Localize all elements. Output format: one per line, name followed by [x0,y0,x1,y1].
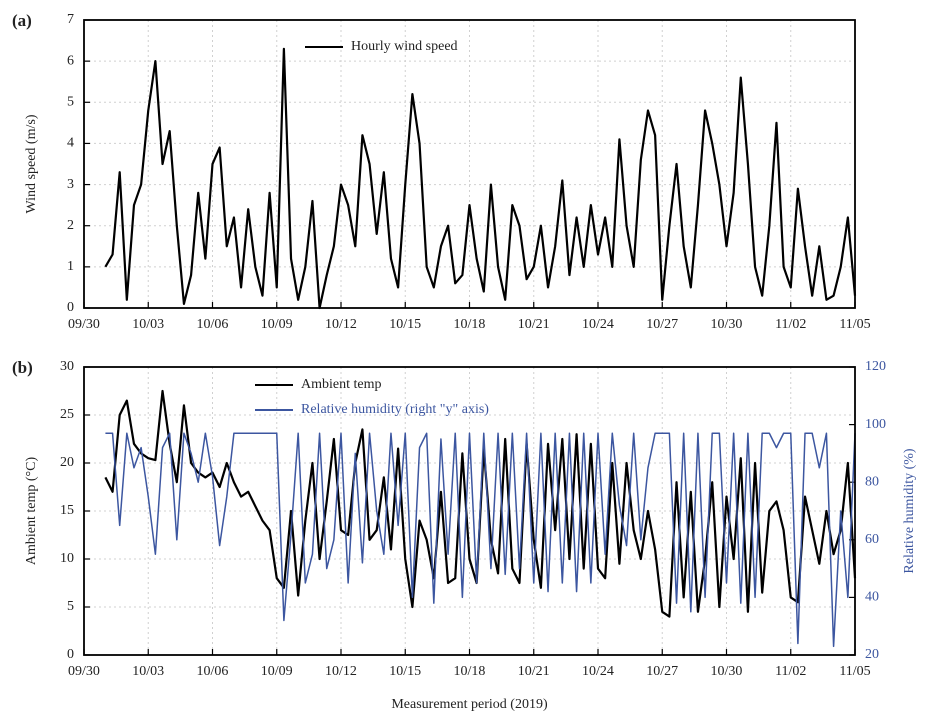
x-tick-label: 10/21 [518,664,550,679]
y-tick-label: 2 [67,218,74,233]
x-tick-label: 10/30 [711,317,743,332]
y-tick-label: 20 [60,455,74,470]
x-tick-label: 11/02 [775,317,806,332]
y-tick-label: 30 [60,359,74,374]
x-tick-label: 10/09 [261,317,293,332]
y2-tick-label: 60 [865,532,879,547]
x-tick-label: 10/21 [518,317,550,332]
x-tick-label: 10/06 [197,664,229,679]
x-tick-label: 11/02 [775,664,806,679]
y2-axis-label: Relative humidity (%) [902,448,917,574]
legend-label: Ambient temp [301,377,382,392]
y-axis-label: Wind speed (m/s) [24,114,39,213]
y-tick-label: 7 [67,12,74,27]
y2-tick-label: 100 [865,417,886,432]
y-tick-label: 4 [67,136,74,151]
y-axis-label: Ambient temp (°C) [24,457,39,566]
x-axis-label: Measurement period (2019) [391,697,548,712]
x-tick-label: 11/05 [839,317,870,332]
y2-tick-label: 120 [865,359,886,374]
y-tick-label: 5 [67,599,74,614]
data-line [105,49,855,308]
legend-label: Relative humidity (right "y" axis) [301,402,489,417]
y-tick-label: 15 [60,503,74,518]
y2-tick-label: 20 [865,647,879,662]
x-tick-label: 11/05 [839,664,870,679]
x-tick-label: 10/15 [389,317,421,332]
panel-label: (b) [12,358,33,377]
x-tick-label: 10/27 [646,317,678,332]
y-tick-label: 3 [67,177,74,192]
y-tick-label: 5 [67,95,74,110]
x-tick-label: 10/03 [132,317,164,332]
y-tick-label: 0 [67,300,74,315]
x-tick-label: 10/30 [711,664,743,679]
x-tick-label: 10/24 [582,664,614,679]
y-tick-label: 6 [67,53,74,68]
y2-tick-label: 80 [865,474,879,489]
y2-tick-label: 40 [865,590,879,605]
x-tick-label: 10/18 [454,317,486,332]
x-tick-label: 10/12 [325,317,357,332]
x-tick-label: 10/18 [454,664,486,679]
x-tick-label: 10/03 [132,664,164,679]
x-tick-label: 10/06 [197,317,229,332]
y-tick-label: 25 [60,407,74,422]
x-tick-label: 10/27 [646,664,678,679]
x-tick-label: 09/30 [68,664,100,679]
x-tick-label: 10/09 [261,664,293,679]
x-tick-label: 10/15 [389,664,421,679]
data-line [105,433,855,646]
x-tick-label: 09/30 [68,317,100,332]
x-tick-label: 10/24 [582,317,614,332]
y-tick-label: 10 [60,551,74,566]
y-tick-label: 0 [67,647,74,662]
panel-label: (a) [12,11,32,30]
y-tick-label: 1 [67,259,74,274]
x-tick-label: 10/12 [325,664,357,679]
plot-frame [84,20,855,308]
legend-label: Hourly wind speed [351,39,458,54]
